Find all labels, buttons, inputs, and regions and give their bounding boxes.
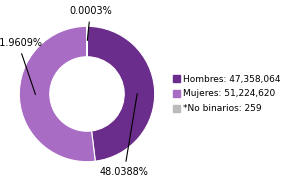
Text: 0.0003%: 0.0003% <box>69 6 112 40</box>
Wedge shape <box>87 26 155 161</box>
Wedge shape <box>19 26 95 162</box>
Legend: Hombres: 47,358,064, Mujeres: 51,224,620, *No binarios: 259: Hombres: 47,358,064, Mujeres: 51,224,620… <box>172 75 281 113</box>
Text: 51.9609%: 51.9609% <box>0 38 43 95</box>
Text: 48.0388%: 48.0388% <box>100 94 149 177</box>
